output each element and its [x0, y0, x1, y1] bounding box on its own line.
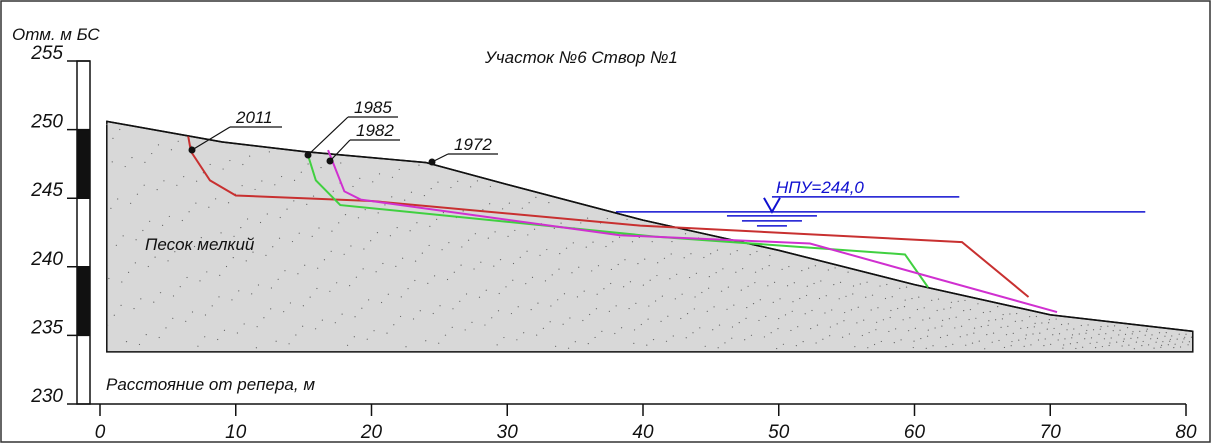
x-tick-label: 70: [1040, 422, 1062, 443]
leader: [191, 126, 231, 151]
y-tick-label: 240: [30, 249, 63, 270]
y-axis-block: [77, 266, 90, 336]
chart-title: Участок №6 Створ №1: [484, 48, 678, 67]
y-tick-label: 230: [30, 386, 63, 407]
leader: [329, 139, 351, 162]
leader: [307, 116, 349, 156]
profile-line: [306, 153, 929, 288]
x-tick-label: 10: [225, 422, 247, 443]
series-label: 1972: [454, 135, 492, 154]
water-label: НПУ=244,0: [776, 178, 864, 197]
series-label: 1985: [354, 98, 392, 117]
profile-line: [106, 120, 1193, 333]
x-tick-label: 80: [1175, 422, 1197, 443]
water-arrow: [763, 197, 781, 214]
profile-point: [428, 158, 436, 166]
profile-point: [326, 157, 334, 165]
annotation: Песок мелкий: [145, 235, 255, 254]
x-tick-label: 60: [904, 422, 926, 443]
y-axis-bar: [76, 60, 91, 405]
y-tick-label: 235: [30, 317, 63, 338]
x-tick-label: 20: [360, 422, 383, 443]
x-tick-label: 30: [497, 422, 519, 443]
profile-point: [188, 146, 196, 154]
y-tick-label: 250: [30, 112, 63, 133]
series-label: 2011: [235, 108, 273, 127]
x-tick-label: 40: [632, 422, 654, 443]
y-tick-label: 255: [30, 43, 63, 64]
x-tick-label: 50: [768, 422, 790, 443]
x-axis-label: Расстояние от репера, м: [106, 375, 315, 394]
y-tick-label: 245: [30, 180, 63, 201]
y-axis-block: [77, 129, 90, 199]
profile-point: [304, 151, 312, 159]
profile-line: [327, 149, 1058, 314]
profile-line: [187, 136, 1030, 298]
x-tick-label: 0: [95, 422, 106, 443]
y-axis-label: Отм. м БС: [12, 25, 100, 44]
series-label: 1982: [356, 121, 394, 140]
